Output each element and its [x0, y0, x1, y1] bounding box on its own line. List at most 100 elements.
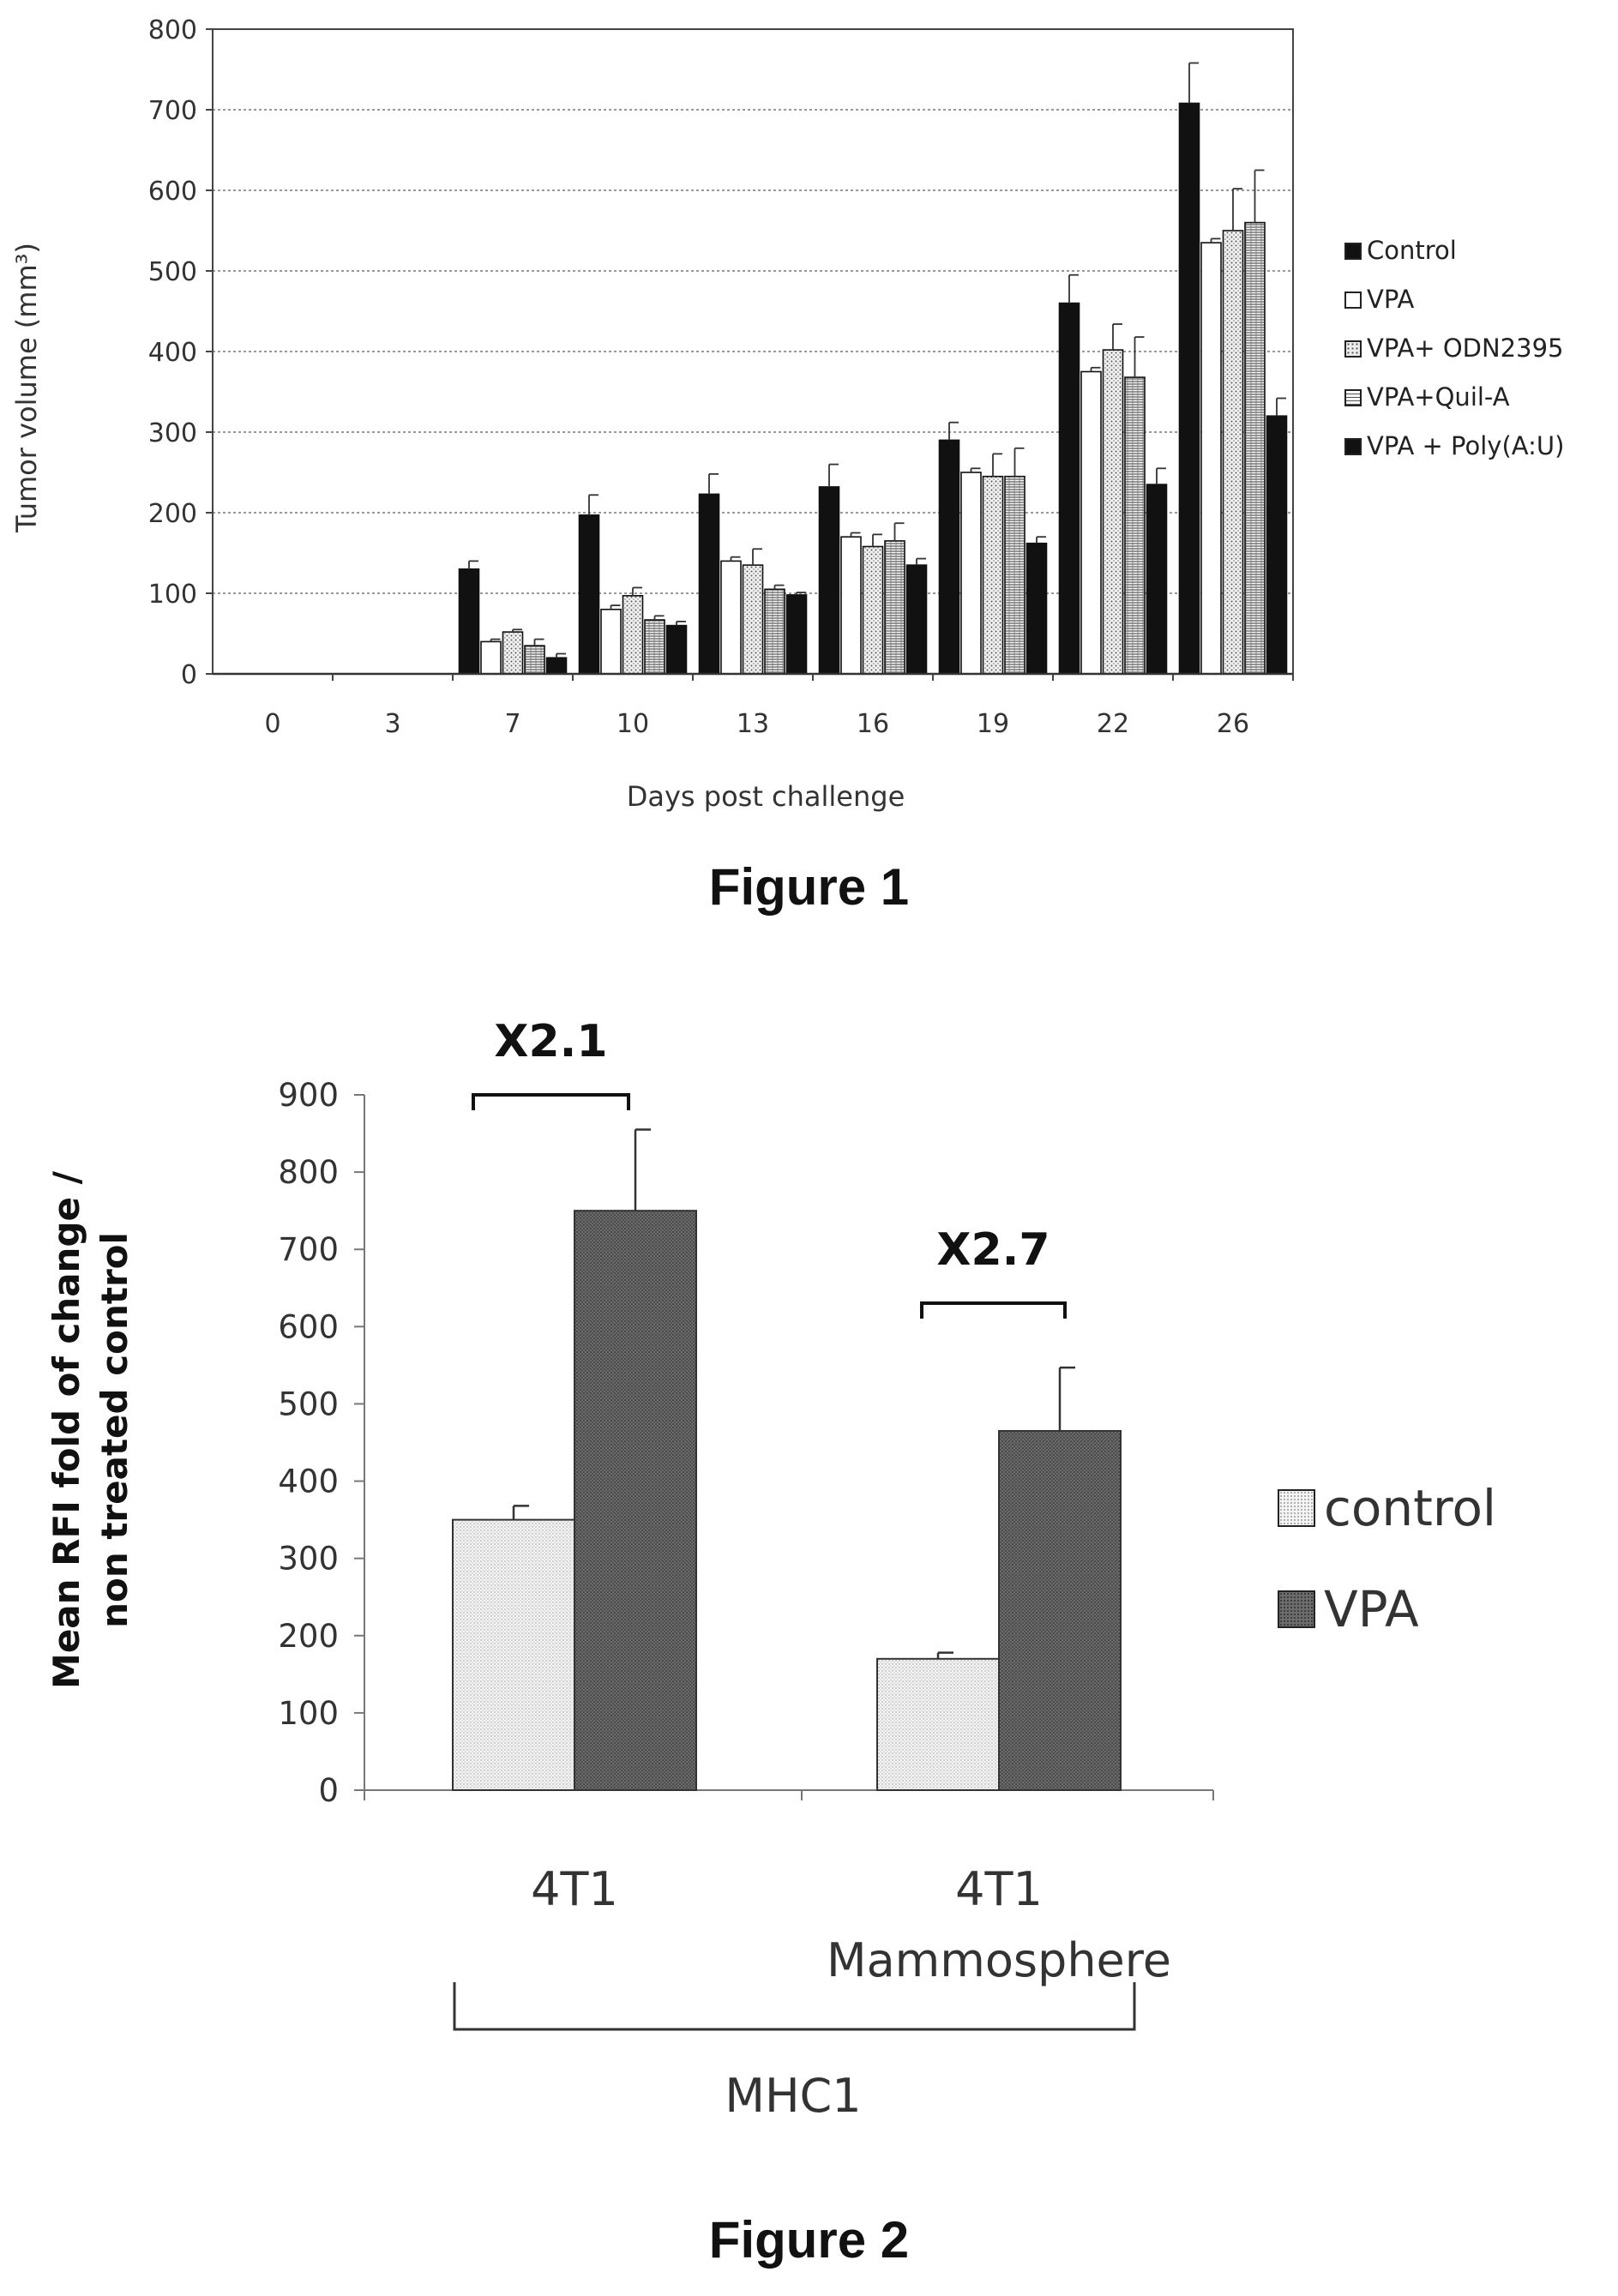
- fig1-y-tick-label: 800: [148, 15, 197, 45]
- fig2-y-tick-label: 700: [278, 1231, 339, 1268]
- fig1-bar: [1146, 484, 1168, 675]
- fig1-y-tick-label: 300: [148, 418, 197, 448]
- fig1-bar: [884, 540, 905, 675]
- fig1-legend-label: Control: [1367, 236, 1457, 265]
- fig2-y-tick-label: 300: [278, 1541, 339, 1578]
- fig1-bar: [665, 624, 688, 675]
- fig1-legend-swatch: [1344, 437, 1362, 455]
- fig1-bar: [840, 536, 862, 675]
- fig1-bar: [458, 568, 480, 675]
- fig1-bar: [1026, 542, 1048, 675]
- fig1-bar: [742, 564, 764, 675]
- fig1-legend: Control VPA VPA+ ODN2395 VPA+Quil-A VPA …: [1344, 226, 1564, 471]
- fig2-legend: control VPA: [1278, 1458, 1496, 1660]
- fig1-bar: [764, 588, 785, 675]
- fig1-x-tick-label: 7: [504, 709, 520, 739]
- fig2-significance-bracket: [920, 1301, 1067, 1319]
- fig1-bar: [1058, 302, 1080, 675]
- fig1-bar: [720, 560, 742, 675]
- fig2-y-tick-label: 600: [278, 1308, 339, 1345]
- fig2-y-axis-label-line2: non treated control: [93, 1232, 135, 1628]
- fig2-x-tick-label: Mammosphere: [827, 1933, 1171, 1987]
- fig2-annotations: X2.1 X2.7: [453, 1016, 1136, 2031]
- fig2-legend-swatch: [1278, 1489, 1315, 1527]
- fig2-y-tick-label: 500: [278, 1385, 339, 1422]
- fig2-bar: [452, 1518, 575, 1791]
- fig2-bar: [998, 1429, 1122, 1791]
- figure-2-caption: Figure 2: [708, 2211, 910, 2269]
- fig1-bar: [862, 545, 884, 675]
- fig1-bar: [1244, 221, 1266, 675]
- fig1-bar: [1004, 475, 1026, 675]
- fig1-bar: [938, 439, 960, 675]
- fig1-bar: [1124, 376, 1146, 675]
- fig2-significance-bracket: [472, 1093, 630, 1110]
- fig2-legend-item-vpa: VPA: [1278, 1559, 1496, 1660]
- fig1-bar: [1200, 242, 1222, 675]
- fig2-y-tick-label: 900: [278, 1077, 339, 1114]
- fig1-legend-label: VPA+ ODN2395: [1367, 334, 1564, 363]
- fig1-bar: [622, 595, 644, 675]
- fig2-legend-item-control: control: [1278, 1458, 1496, 1559]
- figure-1-caption: Figure 1: [708, 858, 910, 916]
- fig1-bar: [1102, 349, 1124, 675]
- fig1-x-tick-label: 22: [1097, 709, 1129, 739]
- fig2-y-tick-label: 0: [318, 1772, 339, 1809]
- fig1-x-tick-label: 10: [617, 709, 649, 739]
- fig1-y-tick-label: 400: [148, 338, 197, 368]
- fig2-legend-label: control: [1324, 1479, 1497, 1537]
- fig2-y-tick-label: 800: [278, 1154, 339, 1191]
- fig1-x-tick-label: 19: [977, 709, 1009, 739]
- fig2-group-label: MHC1: [725, 2069, 861, 2123]
- figure-2-chart: 0 100 200 300 400 500 600 700 800 900 4T1 4T1 Mammos…: [45, 1016, 1214, 2123]
- fig1-bar: [545, 657, 568, 675]
- fig1-bar: [1080, 370, 1102, 675]
- fig2-x-tick-label: 4T1: [531, 1862, 618, 1916]
- fig1-legend-swatch: [1344, 340, 1362, 358]
- fig1-bar: [1222, 230, 1244, 675]
- fig1-bar: [524, 645, 545, 675]
- fig2-bar: [574, 1210, 697, 1791]
- fig1-bar: [960, 472, 982, 675]
- fig1-legend-swatch: [1344, 388, 1362, 406]
- fig1-legend-item-polyau: VPA + Poly(A:U): [1344, 422, 1564, 471]
- fig1-bar: [905, 564, 928, 675]
- fig1-y-axis-label: Tumor volume (mm³): [10, 243, 43, 533]
- fig1-y-tick-label: 600: [148, 177, 197, 207]
- fig1-legend-item-control: Control: [1344, 226, 1564, 275]
- fig2-legend-label: VPA: [1324, 1580, 1419, 1638]
- fig1-bars: [458, 62, 1288, 675]
- fig1-bar: [1266, 415, 1288, 675]
- fig1-legend-label: VPA: [1367, 285, 1415, 314]
- fig1-legend-item-vpa: VPA: [1344, 275, 1564, 324]
- fig1-y-tick-label: 500: [148, 257, 197, 287]
- fig2-y-tick-label: 200: [278, 1618, 339, 1655]
- fig1-x-tick-label: 3: [384, 709, 400, 739]
- fig1-bar: [644, 619, 665, 675]
- fig1-x-tick-label: 16: [857, 709, 889, 739]
- fig1-y-tick-label: 700: [148, 96, 197, 126]
- fig1-x-tick-label: 26: [1217, 709, 1249, 739]
- fig1-legend-label: VPA+Quil-A: [1367, 382, 1510, 412]
- fig1-bar: [600, 608, 622, 675]
- fig1-gridlines: [213, 109, 1293, 594]
- fig1-legend-item-odn2395: VPA+ ODN2395: [1344, 324, 1564, 373]
- fig2-y-axis-label-line1: Mean RFI fold of change /: [45, 1170, 87, 1689]
- fig1-bar: [578, 514, 600, 675]
- fig2-bar: [876, 1657, 1000, 1792]
- fig1-x-tick-label: 13: [737, 709, 769, 739]
- fig1-bar: [480, 640, 502, 675]
- fig2-bars: [452, 1128, 1122, 1792]
- fig1-legend-swatch: [1344, 242, 1362, 260]
- fig2-x-tick-label: 4T1: [955, 1862, 1043, 1916]
- figure-1-chart: 0 100 200 300 400 500 600 700 800 0 3 7 10 13 16 19 22 26…: [10, 15, 1294, 813]
- fig1-axes: 0 100 200 300 400 500 600 700 800 0 3 7 10 13 16 19 22 26: [148, 15, 1294, 739]
- fig2-fold-change-annotation: X2.1: [494, 1016, 607, 1067]
- fig1-bar: [818, 486, 840, 675]
- fig1-legend-label: VPA + Poly(A:U): [1367, 431, 1565, 460]
- fig2-y-tick-label: 100: [278, 1695, 339, 1732]
- fig2-legend-swatch: [1278, 1590, 1315, 1628]
- fig1-bar: [502, 631, 524, 675]
- fig2-fold-change-annotation: X2.7: [936, 1224, 1050, 1276]
